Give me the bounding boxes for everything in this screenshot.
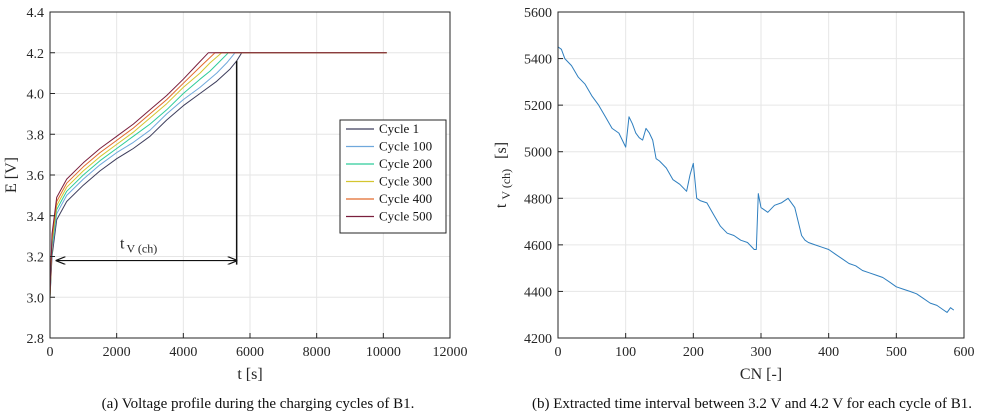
y-tick-label: 4.0: [27, 88, 45, 103]
chart-a-legend: Cycle 1 Cycle 100 Cycle 200 Cycle 300 Cycle …: [339, 119, 447, 234]
y-tick-label: 5200: [524, 99, 552, 114]
x-tick-label: 10000: [366, 345, 401, 360]
chart-b-y-axis-label-unit: [s]: [493, 142, 510, 159]
y-tick-label: 5400: [524, 53, 552, 68]
series-line-4: [49, 52, 387, 298]
x-tick-label: 200: [683, 345, 704, 360]
y-tick-label: 5600: [524, 6, 552, 21]
chart-a-y-axis-label: E [V]: [3, 157, 20, 193]
x-tick-label: 12000: [433, 345, 468, 360]
chart-a-ticks: 0 2000 4000 6000 8000 10000 12000 2.8 3.0 3.2 3.4 3…: [27, 6, 468, 360]
legend-label: Cycle 400: [379, 191, 432, 206]
legend-label: Cycle 500: [379, 209, 432, 224]
chart-b-x-axis-label: CN [-]: [740, 366, 782, 383]
x-tick-label: 500: [886, 345, 907, 360]
x-tick-label: 0: [555, 345, 562, 360]
y-tick-label: 5000: [524, 146, 552, 161]
legend-box: [339, 119, 447, 234]
x-tick-label: 8000: [303, 345, 331, 360]
x-tick-label: 6000: [236, 345, 264, 360]
chart-a-caption: (a) Voltage profile during the charging …: [102, 396, 415, 412]
series-line-3: [49, 52, 387, 298]
chart-b-y-axis-label-sub: V (ch): [499, 169, 513, 200]
y-tick-label: 4.4: [27, 6, 45, 21]
interval-label-main: t: [120, 236, 125, 253]
y-tick-label: 2.8: [27, 332, 45, 347]
y-tick-label: 3.8: [27, 128, 45, 143]
chart-b-ticks: 0 100 200 300 400 500 600 4200 4400 4600 4800 5000 5…: [524, 6, 975, 360]
chart-b: 0 100 200 300 400 500 600 4200 4400 4600 4800 5000 5…: [493, 6, 975, 412]
chart-b-y-axis-label-main: t: [493, 203, 510, 208]
y-tick-label: 4600: [524, 239, 552, 254]
y-tick-label: 4.2: [27, 47, 45, 62]
interval-label-sub: V (ch): [126, 242, 157, 256]
chart-a-x-axis-label: t [s]: [237, 366, 262, 383]
legend-label: Cycle 1: [379, 121, 419, 136]
legend-label: Cycle 200: [379, 156, 432, 171]
x-tick-label: 300: [751, 345, 772, 360]
chart-b-y-axis-label: t V (ch) [s]: [493, 142, 514, 208]
series-line-1: [49, 52, 387, 298]
y-tick-label: 3.0: [27, 291, 45, 306]
y-tick-label: 4400: [524, 285, 552, 300]
y-tick-label: 4800: [524, 192, 552, 207]
x-tick-label: 400: [818, 345, 839, 360]
y-tick-label: 4200: [524, 332, 552, 347]
chart-b-caption: (b) Extracted time interval between 3.2 …: [532, 396, 972, 412]
legend-label: Cycle 100: [379, 139, 432, 154]
y-tick-label: 3.6: [27, 169, 45, 184]
series-line-6: [49, 52, 387, 298]
x-tick-label: 0: [47, 345, 54, 360]
chart-b-series-group: [557, 46, 955, 313]
series-line-1: [557, 46, 955, 313]
y-tick-label: 3.4: [27, 210, 45, 225]
x-tick-label: 100: [615, 345, 636, 360]
series-line-5: [49, 52, 387, 298]
x-tick-label: 4000: [169, 345, 197, 360]
x-tick-label: 2000: [103, 345, 131, 360]
series-line-2: [49, 52, 387, 298]
x-tick-label: 600: [954, 345, 975, 360]
legend-label: Cycle 300: [379, 174, 432, 189]
chart-a-series-group: [49, 52, 387, 298]
y-tick-label: 3.2: [27, 251, 45, 266]
